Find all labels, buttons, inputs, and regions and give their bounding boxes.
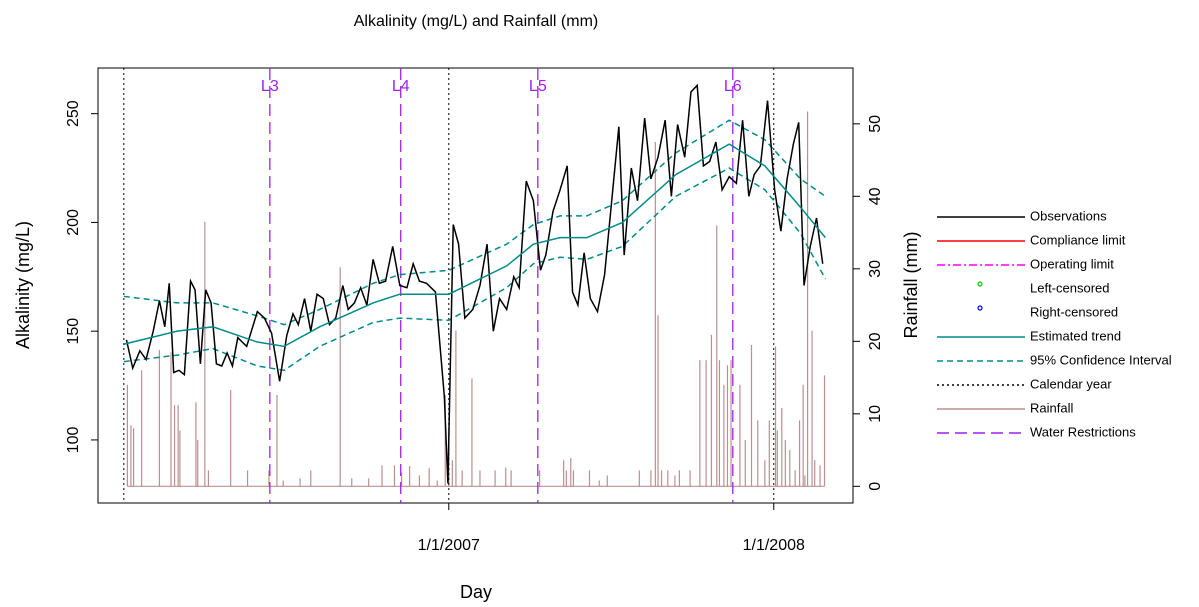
x-tick-label: 1/1/2008 bbox=[743, 537, 805, 554]
y-tick-label: 200 bbox=[65, 209, 82, 236]
y2-tick-label: 50 bbox=[867, 115, 884, 133]
data-line bbox=[125, 83, 824, 484]
legend-label: Estimated trend bbox=[1030, 328, 1121, 343]
legend-symbol bbox=[977, 305, 983, 311]
y-tick-label: 150 bbox=[65, 318, 82, 345]
legend-label: Compliance limit bbox=[1030, 232, 1126, 247]
restriction-label: L4 bbox=[392, 78, 410, 95]
y-axis-label: Alkalinity (mg/L) bbox=[13, 221, 33, 349]
restriction-label: L6 bbox=[724, 78, 742, 95]
chart-title: Alkalinity (mg/L) and Rainfall (mm) bbox=[354, 13, 599, 30]
ci-line bbox=[123, 167, 827, 372]
y2-tick-label: 10 bbox=[867, 405, 884, 423]
legend-label: Calendar year bbox=[1030, 376, 1112, 391]
legend-label: Rainfall bbox=[1030, 400, 1073, 415]
legend-symbol bbox=[977, 281, 983, 287]
data-line bbox=[123, 143, 826, 348]
legend-label: Operating limit bbox=[1030, 256, 1114, 271]
y-tick-label: 100 bbox=[65, 426, 82, 453]
y2-tick-label: 0 bbox=[867, 482, 884, 491]
legend-label: Observations bbox=[1030, 208, 1107, 223]
y2-tick-label: 20 bbox=[867, 332, 884, 350]
y2-tick-label: 40 bbox=[867, 187, 884, 205]
y2-tick-label: 30 bbox=[867, 260, 884, 278]
ci-line bbox=[123, 119, 826, 326]
legend-label: Left-censored bbox=[1030, 280, 1110, 295]
y2-axis-label: Rainfall (mm) bbox=[901, 231, 921, 338]
x-axis-label: Day bbox=[460, 582, 492, 602]
legend-label: Right-censored bbox=[1030, 304, 1118, 319]
x-tick-label: 1/1/2007 bbox=[418, 537, 480, 554]
plot-frame bbox=[97, 67, 854, 504]
legend-label: 95% Confidence Interval bbox=[1030, 352, 1172, 367]
legend-label: Water Restrictions bbox=[1030, 424, 1136, 439]
restriction-label: L5 bbox=[529, 78, 547, 95]
restriction-label: L3 bbox=[261, 78, 279, 95]
y-tick-label: 250 bbox=[65, 100, 82, 127]
